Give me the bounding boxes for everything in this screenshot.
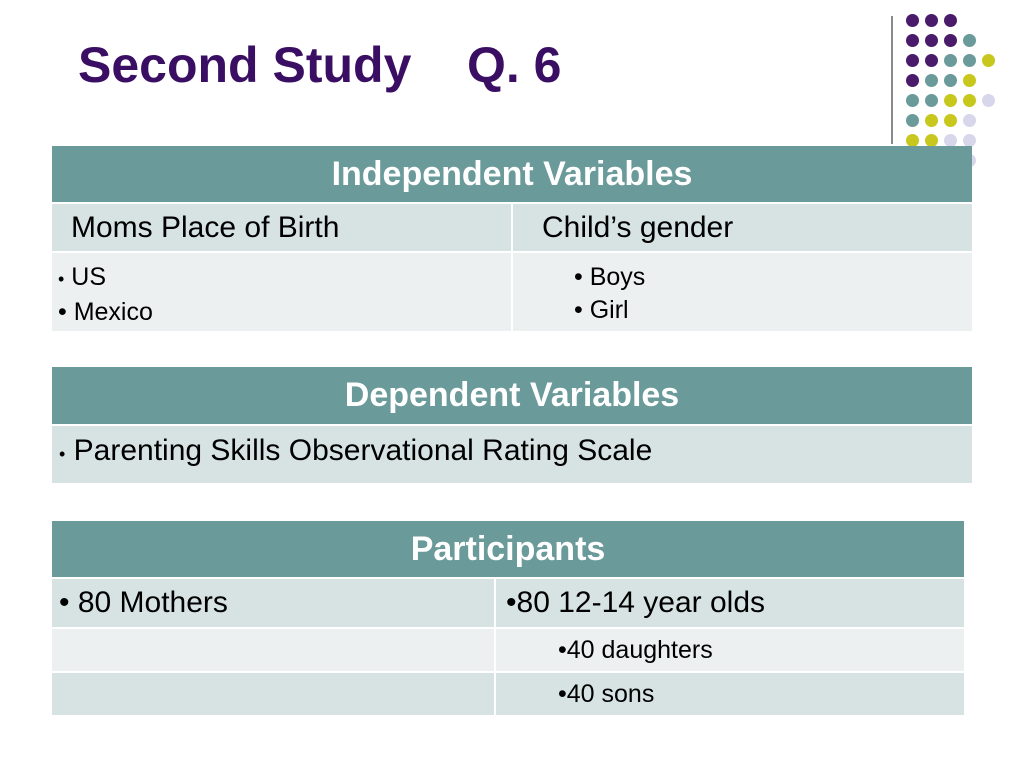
dot bbox=[944, 54, 957, 67]
dot bbox=[906, 74, 919, 87]
dot bbox=[906, 94, 919, 107]
dot bbox=[963, 54, 976, 67]
dot bbox=[963, 74, 976, 87]
sons-count: •40 sons bbox=[494, 671, 964, 715]
list-item: • Boys bbox=[574, 263, 646, 291]
dependent-variable-item: • Parenting Skills Observational Rating … bbox=[52, 424, 972, 483]
empty-cell bbox=[52, 671, 494, 715]
dot bbox=[963, 114, 976, 127]
participants-header: Participants bbox=[52, 521, 964, 577]
dot bbox=[925, 94, 938, 107]
title-divider-line bbox=[891, 16, 893, 144]
dot bbox=[944, 14, 957, 27]
dot bbox=[944, 94, 957, 107]
dot bbox=[982, 94, 995, 107]
dot bbox=[925, 114, 938, 127]
list-item: • US bbox=[58, 263, 106, 291]
daughters-count: •40 daughters bbox=[494, 627, 964, 671]
dependent-variables-table: Dependent Variables • Parenting Skills O… bbox=[52, 367, 972, 483]
childs-gender-heading: Child’s gender bbox=[511, 202, 973, 251]
children-count: •80 12-14 year olds bbox=[494, 577, 964, 627]
dot bbox=[925, 134, 938, 147]
list-item: • Girl bbox=[574, 296, 629, 324]
dependent-variables-header: Dependent Variables bbox=[52, 367, 972, 424]
independent-variables-table: Independent Variables Moms Place of Birt… bbox=[52, 146, 973, 331]
dot bbox=[944, 74, 957, 87]
place-of-birth-list: • US • Mexico bbox=[52, 251, 511, 331]
dot bbox=[925, 14, 938, 27]
dot bbox=[963, 94, 976, 107]
independent-variables-header: Independent Variables bbox=[52, 146, 973, 202]
dot bbox=[906, 114, 919, 127]
dot bbox=[925, 34, 938, 47]
gender-list: • Boys • Girl bbox=[511, 251, 973, 331]
dot bbox=[963, 34, 976, 47]
dot bbox=[982, 54, 995, 67]
dot bbox=[944, 34, 957, 47]
empty-cell bbox=[52, 627, 494, 671]
dot bbox=[906, 134, 919, 147]
moms-place-of-birth-heading: Moms Place of Birth bbox=[52, 202, 511, 251]
list-item: • Mexico bbox=[58, 298, 153, 326]
participants-table: Participants • 80 Mothers •80 12-14 year… bbox=[52, 521, 964, 715]
dot bbox=[906, 14, 919, 27]
dot bbox=[944, 134, 957, 147]
dot bbox=[925, 54, 938, 67]
dot bbox=[925, 74, 938, 87]
dot bbox=[906, 54, 919, 67]
dot bbox=[906, 34, 919, 47]
dot bbox=[944, 114, 957, 127]
dot bbox=[963, 134, 976, 147]
mothers-count: • 80 Mothers bbox=[52, 577, 494, 627]
slide-title: Second Study Q. 6 bbox=[78, 37, 562, 93]
